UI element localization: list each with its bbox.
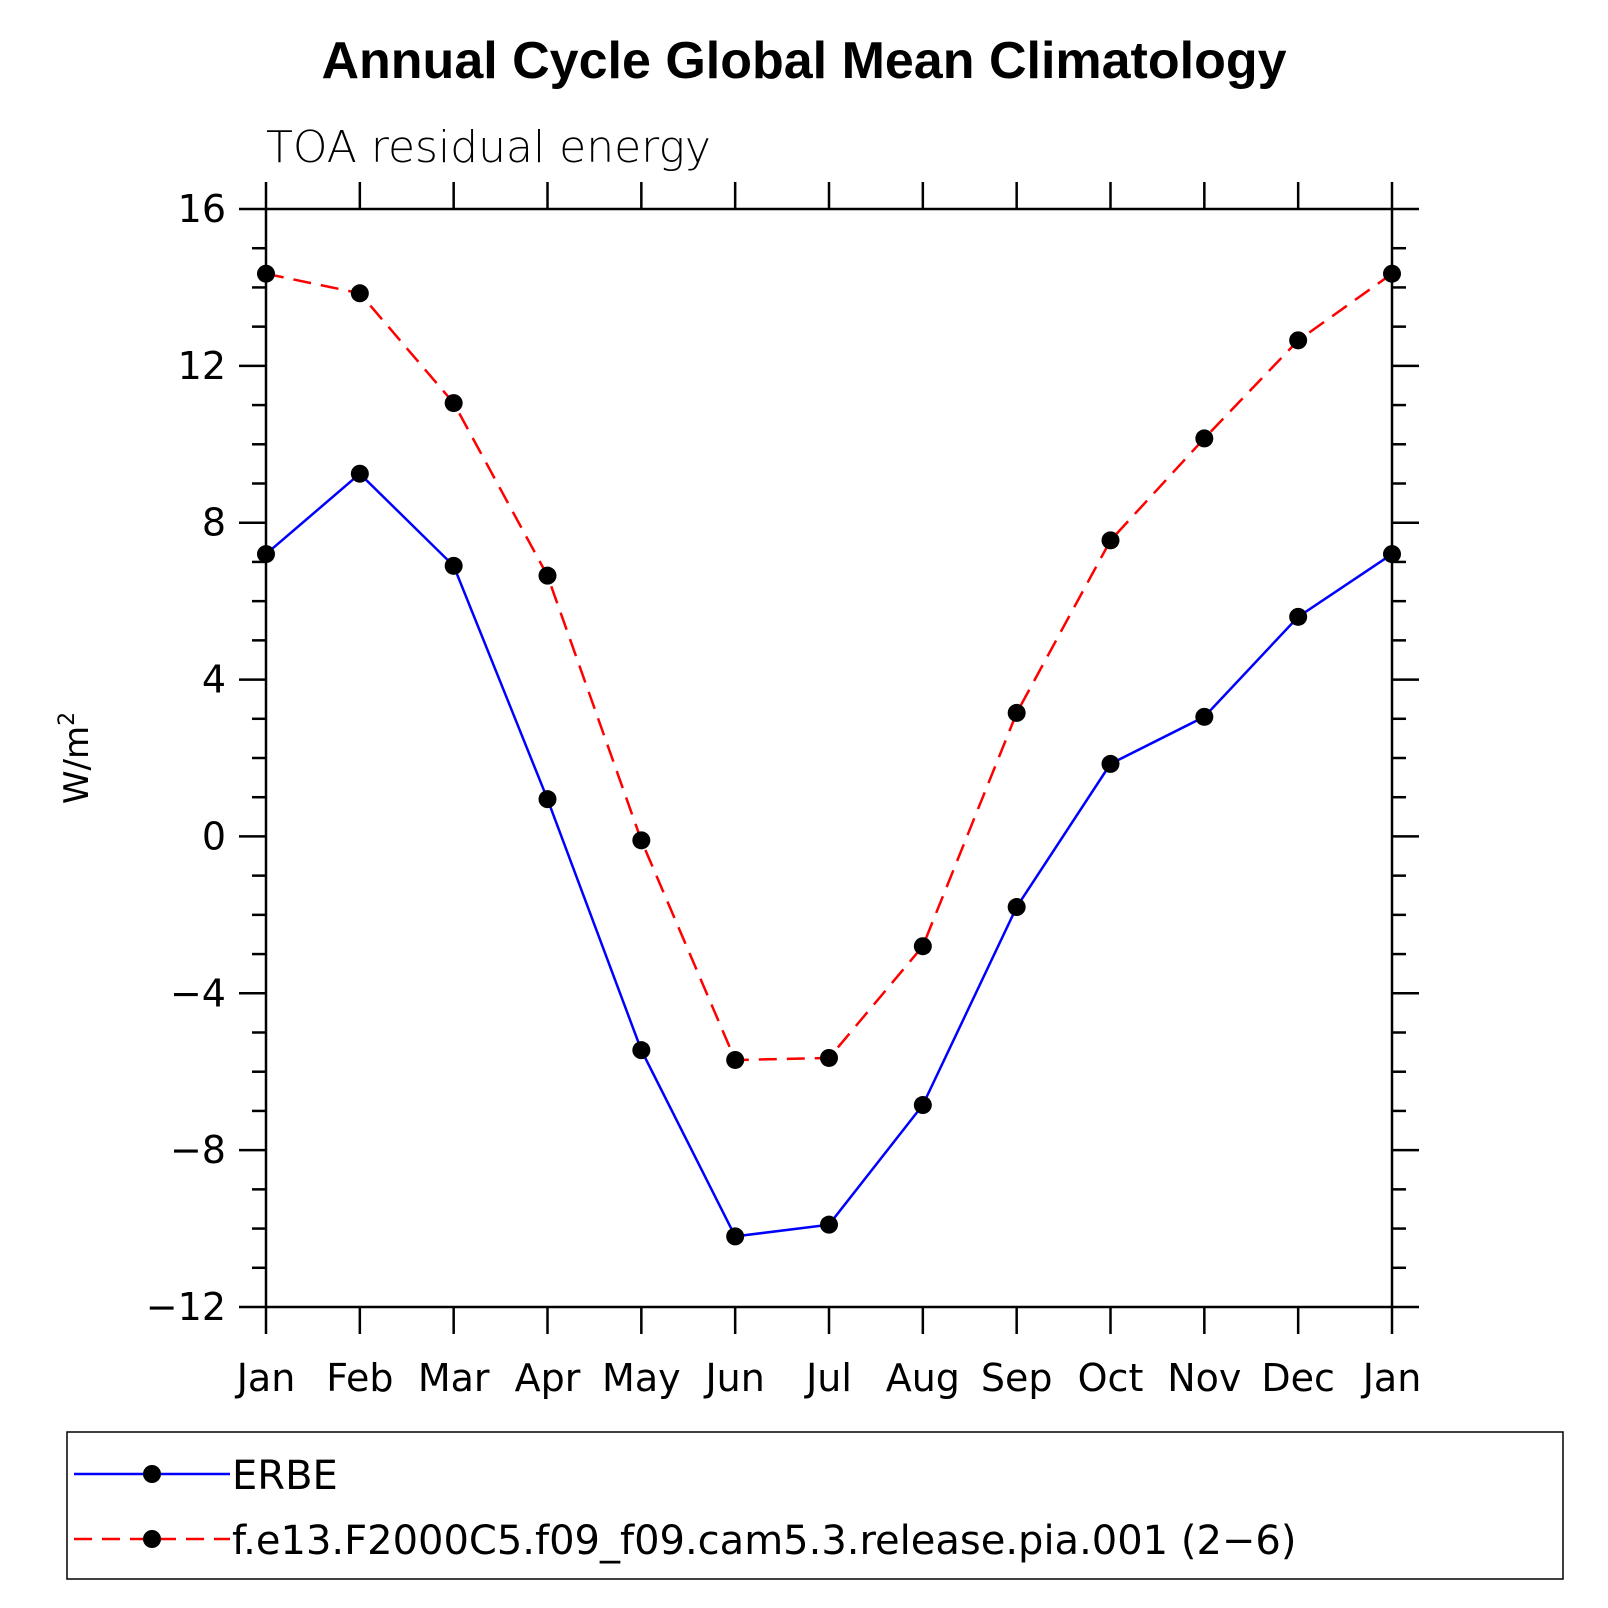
- y-tick-label: −4: [170, 971, 226, 1015]
- legend-marker-erbe: [143, 1465, 161, 1483]
- y-tick-label: 8: [202, 501, 226, 545]
- chart-subtitle: TOA residual energy: [266, 122, 711, 173]
- x-tick-label: Jan: [1361, 1356, 1422, 1400]
- x-tick-label: Nov: [1167, 1356, 1241, 1400]
- data-point-0: [350, 464, 369, 483]
- y-tick-label: −8: [170, 1128, 226, 1172]
- legend-label-erbe: ERBE: [232, 1453, 338, 1499]
- data-point-1: [1195, 429, 1214, 448]
- series-layer: [257, 264, 1401, 1246]
- data-point-1: [1101, 531, 1120, 550]
- x-tick-labels: Jan Feb Mar Apr May Jun Jul Aug Sep Oct Nov Dec Jan: [235, 1356, 1422, 1400]
- data-point-0: [538, 790, 557, 809]
- svg-text:W/m2: W/m2: [55, 712, 97, 804]
- legend-marker-model: [143, 1530, 161, 1548]
- data-point-1: [538, 566, 557, 585]
- data-point-1: [1007, 703, 1026, 722]
- series-line-0: [265, 472, 1393, 1238]
- x-tick-label: Mar: [418, 1356, 490, 1400]
- x-tick-label: Jun: [703, 1356, 764, 1400]
- data-point-0: [444, 556, 463, 575]
- y-tick-label: 0: [202, 814, 226, 858]
- data-point-0: [1383, 545, 1401, 564]
- data-point-0: [632, 1041, 651, 1060]
- y-tick-label: 4: [202, 658, 226, 702]
- x-tick-label: Feb: [326, 1356, 393, 1400]
- y-tick-labels: 16 12 8 4 0 −4 −8 −12: [146, 187, 226, 1329]
- data-point-0: [726, 1227, 745, 1246]
- y-tick-label: −12: [146, 1285, 226, 1329]
- x-tick-label: Oct: [1078, 1356, 1144, 1400]
- plot-frame: [264, 207, 1394, 1309]
- x-tick-label: Sep: [981, 1356, 1053, 1400]
- data-point-1: [913, 937, 932, 956]
- y-axis-label-text: W/m: [57, 726, 97, 804]
- data-point-1: [444, 394, 463, 413]
- y-axis-label: W/m2: [55, 712, 97, 804]
- legend-box: [66, 1431, 1564, 1580]
- data-point-1: [820, 1048, 838, 1067]
- data-point-1: [257, 264, 275, 283]
- x-tick-label: Jul: [804, 1356, 852, 1400]
- series-line-1: [265, 272, 1393, 1062]
- x-tick-label: Apr: [515, 1356, 581, 1400]
- data-point-0: [1289, 607, 1308, 626]
- x-tick-label: Jan: [235, 1356, 296, 1400]
- data-point-0: [913, 1096, 932, 1115]
- data-point-0: [1195, 707, 1214, 726]
- data-point-1: [350, 284, 369, 303]
- axis-ticks: [239, 182, 1419, 1334]
- x-tick-label: May: [602, 1356, 681, 1400]
- data-point-1: [632, 831, 651, 850]
- chart-title: Annual Cycle Global Mean Climatology: [321, 32, 1286, 90]
- y-tick-label: 16: [178, 187, 226, 231]
- data-point-0: [1007, 898, 1026, 917]
- y-axis-label-superscript: 2: [55, 712, 80, 726]
- data-point-0: [820, 1215, 838, 1234]
- legend: ERBE f.e13.F2000C5.f09_f09.cam5.3.releas…: [66, 1431, 1564, 1580]
- data-point-1: [726, 1050, 745, 1069]
- x-tick-label: Dec: [1261, 1356, 1335, 1400]
- x-tick-label: Aug: [886, 1356, 960, 1400]
- data-point-0: [257, 545, 275, 564]
- legend-label-model: f.e13.F2000C5.f09_f09.cam5.3.release.pia…: [232, 1518, 1296, 1564]
- data-point-0: [1101, 754, 1120, 773]
- data-point-1: [1383, 264, 1401, 283]
- y-tick-label: 12: [178, 344, 226, 388]
- data-point-1: [1289, 331, 1308, 350]
